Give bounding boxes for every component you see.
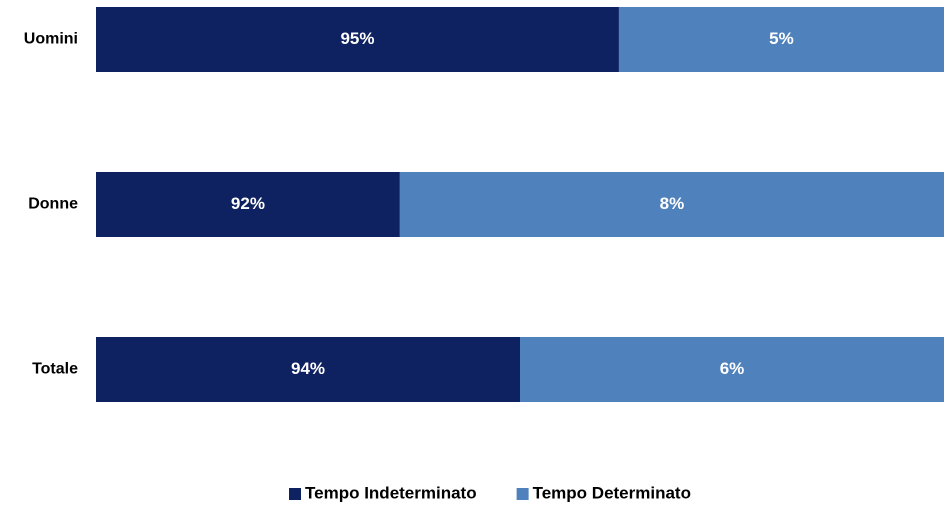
bar-segment — [96, 172, 400, 237]
data-label: 8% — [660, 194, 685, 213]
bar-segment — [520, 337, 944, 402]
data-label: 94% — [291, 359, 325, 378]
bar-segment — [96, 337, 520, 402]
data-label: 92% — [231, 194, 265, 213]
y-tick-label: Uomini — [24, 31, 78, 48]
data-label: 95% — [340, 29, 374, 48]
y-tick-label: Totale — [32, 361, 78, 378]
legend-swatch — [289, 488, 302, 500]
bar-segment — [399, 172, 944, 237]
legend-swatch — [516, 488, 529, 500]
bar-segment — [96, 7, 619, 72]
data-label: 5% — [769, 29, 794, 48]
data-label: 6% — [720, 359, 745, 378]
bar-segment — [618, 7, 944, 72]
y-tick-label: Donne — [28, 196, 78, 213]
legend-label: Tempo Determinato — [533, 483, 691, 502]
legend-label: Tempo Indeterminato — [305, 483, 477, 502]
